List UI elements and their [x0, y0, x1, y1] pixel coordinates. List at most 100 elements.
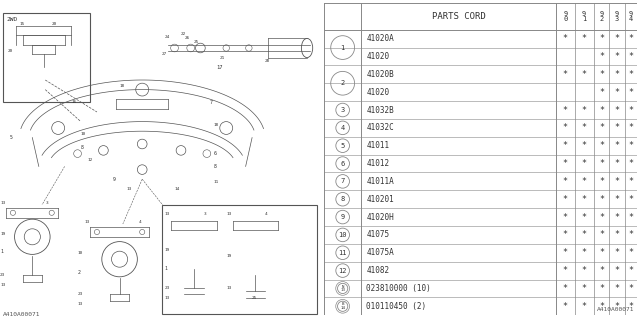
- Text: 41032B: 41032B: [366, 106, 394, 115]
- Text: *: *: [582, 266, 587, 275]
- Text: 7: 7: [340, 178, 345, 184]
- Text: *: *: [614, 34, 620, 43]
- Text: 17: 17: [216, 65, 223, 70]
- Text: *: *: [614, 302, 620, 311]
- Text: *: *: [563, 195, 568, 204]
- Text: 8: 8: [340, 196, 345, 202]
- Text: *: *: [628, 230, 634, 239]
- Text: 1: 1: [165, 266, 168, 271]
- Text: 41032C: 41032C: [366, 123, 394, 132]
- Text: 13: 13: [227, 286, 232, 290]
- Text: *: *: [582, 230, 587, 239]
- FancyBboxPatch shape: [3, 13, 90, 102]
- Text: *: *: [614, 70, 620, 79]
- Text: *: *: [582, 177, 587, 186]
- Text: *: *: [563, 266, 568, 275]
- Text: 1: 1: [340, 44, 345, 51]
- Text: *: *: [599, 141, 604, 150]
- Text: *: *: [628, 159, 634, 168]
- Text: 26: 26: [184, 36, 189, 40]
- Text: 27: 27: [161, 52, 167, 56]
- Text: *: *: [563, 230, 568, 239]
- Text: *: *: [628, 141, 634, 150]
- Text: *: *: [628, 212, 634, 221]
- Text: *: *: [599, 212, 604, 221]
- Text: 3: 3: [204, 212, 206, 216]
- Text: *: *: [582, 195, 587, 204]
- Text: *: *: [614, 177, 620, 186]
- Text: 13: 13: [227, 212, 232, 216]
- Text: 41075: 41075: [366, 230, 389, 239]
- Text: 9
1: 9 1: [582, 11, 586, 22]
- Text: 16: 16: [71, 100, 76, 104]
- Text: 21: 21: [220, 56, 225, 60]
- Text: 41020: 41020: [366, 88, 389, 97]
- Text: *: *: [582, 159, 587, 168]
- Text: 25: 25: [194, 40, 199, 44]
- Text: *: *: [628, 177, 634, 186]
- Text: 28: 28: [265, 59, 270, 63]
- Text: *: *: [563, 248, 568, 257]
- Text: 4: 4: [139, 220, 141, 224]
- Text: *: *: [582, 141, 587, 150]
- Text: 20: 20: [52, 22, 57, 26]
- Text: 24: 24: [165, 35, 170, 39]
- Text: 8: 8: [81, 145, 84, 150]
- Text: 41012: 41012: [366, 159, 389, 168]
- Text: *: *: [563, 302, 568, 311]
- Text: *: *: [628, 266, 634, 275]
- Text: 010110450 (2): 010110450 (2): [366, 302, 426, 311]
- Text: *: *: [599, 195, 604, 204]
- Text: 20: 20: [8, 49, 13, 53]
- FancyBboxPatch shape: [161, 205, 317, 314]
- Text: 22: 22: [181, 32, 186, 36]
- Text: *: *: [614, 266, 620, 275]
- Text: *: *: [582, 70, 587, 79]
- Text: 14: 14: [175, 187, 180, 191]
- Text: 41020A: 41020A: [366, 34, 394, 43]
- Text: *: *: [582, 248, 587, 257]
- Text: 13: 13: [77, 302, 83, 306]
- Text: 4: 4: [340, 125, 345, 131]
- Text: 18: 18: [213, 123, 219, 127]
- Text: *: *: [563, 70, 568, 79]
- Text: *: *: [563, 212, 568, 221]
- Text: 7: 7: [210, 100, 213, 105]
- Text: *: *: [628, 302, 634, 311]
- Text: *: *: [582, 302, 587, 311]
- Text: 5: 5: [10, 135, 13, 140]
- Text: 25: 25: [252, 296, 257, 300]
- Text: *: *: [563, 141, 568, 150]
- Text: *: *: [599, 159, 604, 168]
- Text: 8: 8: [213, 164, 216, 169]
- Text: 18: 18: [120, 84, 125, 88]
- Text: 1: 1: [0, 249, 3, 254]
- Text: *: *: [599, 123, 604, 132]
- Text: *: *: [563, 106, 568, 115]
- Text: *: *: [582, 123, 587, 132]
- Text: 13: 13: [0, 283, 5, 287]
- Text: *: *: [599, 106, 604, 115]
- Text: *: *: [614, 195, 620, 204]
- Text: 14: 14: [340, 306, 345, 310]
- Text: *: *: [614, 88, 620, 97]
- Text: *: *: [628, 34, 634, 43]
- Text: 41075A: 41075A: [366, 248, 394, 257]
- Text: 15: 15: [19, 22, 25, 26]
- Text: *: *: [614, 248, 620, 257]
- Text: 41020B: 41020B: [366, 70, 394, 79]
- Text: 9
4: 9 4: [629, 11, 634, 22]
- Text: 19: 19: [227, 254, 232, 258]
- Text: 11: 11: [213, 180, 219, 184]
- Text: *: *: [628, 70, 634, 79]
- Text: 10: 10: [81, 132, 86, 136]
- Text: *: *: [599, 266, 604, 275]
- Text: 13: 13: [340, 288, 345, 292]
- Text: 41020H: 41020H: [366, 212, 394, 221]
- Text: *: *: [599, 248, 604, 257]
- Text: *: *: [628, 195, 634, 204]
- Text: 023810000 (10): 023810000 (10): [366, 284, 431, 293]
- Text: 23: 23: [165, 286, 170, 290]
- Text: A410A00071: A410A00071: [597, 307, 634, 312]
- Text: *: *: [563, 34, 568, 43]
